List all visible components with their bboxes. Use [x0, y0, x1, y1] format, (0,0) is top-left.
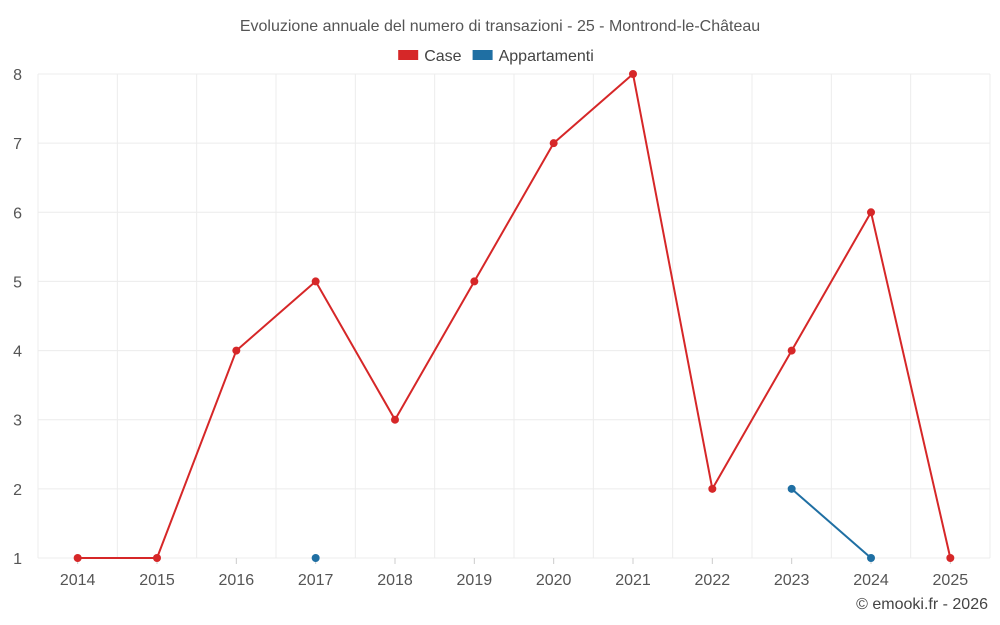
legend-label: Appartamenti: [499, 48, 594, 65]
y-tick-label: 5: [13, 274, 22, 291]
x-axis: 2014 2015 2016 2017 2018 2019 2020 2021 2022 2023…: [60, 558, 968, 589]
data-point: [787, 346, 796, 355]
data-point: [153, 554, 161, 562]
x-tick-label: 2024: [853, 572, 889, 589]
legend-swatch: [472, 50, 493, 60]
x-tick-label: 2014: [60, 572, 96, 589]
data-point: [867, 208, 875, 217]
series-appartamenti: [311, 484, 875, 562]
data-point: [470, 277, 479, 286]
legend-label: Case: [424, 48, 461, 65]
data-point: [549, 139, 558, 148]
x-tick-label: 2023: [774, 572, 810, 589]
chart-title: Evoluzione annuale del numero di transaz…: [240, 18, 760, 35]
data-point: [867, 554, 875, 562]
data-point: [787, 484, 796, 493]
legend-swatch: [398, 50, 419, 60]
series-line: [791, 488, 872, 559]
y-tick-label: 6: [13, 205, 22, 222]
legend-item-appartamenti[interactable]: Appartamenti: [472, 48, 594, 65]
x-tick-label: 2015: [139, 572, 175, 589]
x-tick-label: 2025: [933, 572, 969, 589]
data-point: [311, 277, 320, 286]
legend: Case Appartamenti: [398, 48, 594, 65]
x-tick-label: 2019: [457, 572, 493, 589]
y-tick-label: 7: [13, 136, 22, 153]
data-point: [946, 554, 955, 562]
legend-item-case[interactable]: Case: [398, 48, 462, 65]
y-tick-label: 8: [13, 67, 22, 84]
x-tick-label: 2021: [615, 572, 651, 589]
series-case: [73, 70, 955, 562]
x-tick-label: 2022: [695, 572, 731, 589]
data-point: [391, 415, 399, 424]
x-tick-label: 2020: [536, 572, 572, 589]
x-tick-label: 2018: [377, 572, 413, 589]
y-tick-label: 3: [13, 413, 22, 430]
data-point: [311, 554, 320, 562]
y-tick-label: 2: [13, 482, 22, 499]
series-line: [77, 73, 952, 559]
data-point: [232, 346, 241, 355]
y-tick-label: 4: [13, 344, 22, 361]
grid: [37, 73, 991, 559]
x-tick-label: 2016: [219, 572, 255, 589]
y-axis: 1 2 3 4 5 6 7 8: [13, 67, 22, 568]
data-point: [708, 484, 717, 493]
credit-text: © emooki.fr - 2026: [856, 596, 988, 613]
series-layer: [73, 70, 955, 562]
x-tick-label: 2017: [298, 572, 334, 589]
data-point: [73, 554, 82, 562]
data-point: [629, 70, 637, 78]
y-tick-label: 1: [13, 551, 22, 568]
